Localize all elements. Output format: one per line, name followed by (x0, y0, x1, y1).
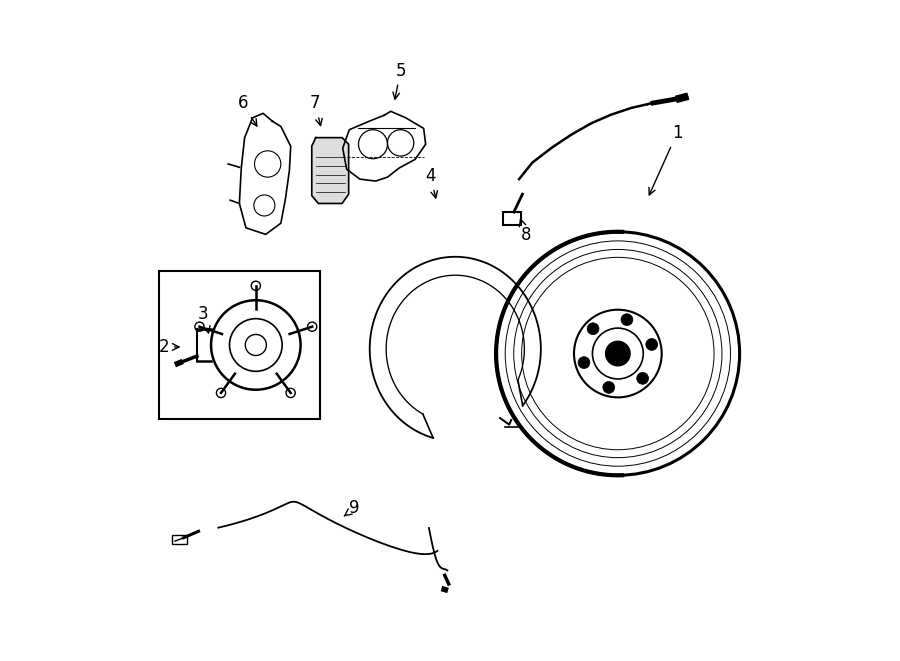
Circle shape (587, 323, 599, 334)
Text: 4: 4 (425, 167, 437, 198)
Circle shape (646, 338, 658, 350)
Circle shape (636, 372, 649, 384)
Text: 9: 9 (344, 499, 360, 517)
Circle shape (621, 314, 633, 326)
Text: 3: 3 (198, 305, 210, 333)
Text: 6: 6 (238, 95, 256, 126)
Text: 2: 2 (158, 338, 179, 356)
Bar (503, 212, 521, 225)
Bar (159, 271, 320, 419)
Circle shape (603, 381, 615, 393)
Circle shape (606, 341, 630, 366)
Text: 5: 5 (393, 61, 406, 99)
Polygon shape (311, 137, 348, 204)
Bar (172, 535, 186, 545)
Circle shape (578, 357, 590, 369)
Text: 1: 1 (649, 124, 682, 195)
Text: 7: 7 (310, 95, 322, 126)
Text: 8: 8 (519, 219, 531, 244)
